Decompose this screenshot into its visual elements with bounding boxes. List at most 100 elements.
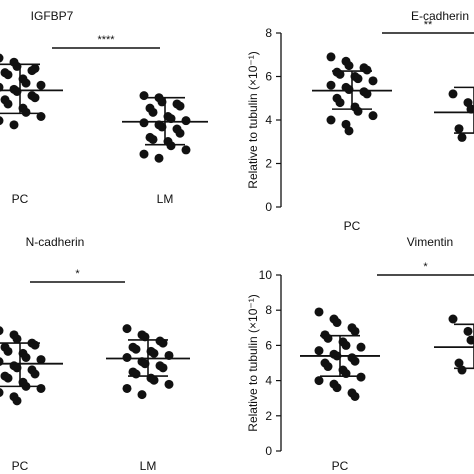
data-point — [122, 383, 132, 393]
chart-panel-igfbp7: IGFBP7 **** PC LM — [0, 9, 208, 206]
data-point — [0, 388, 4, 397]
data-point — [368, 76, 378, 86]
x-category-label: PC — [12, 192, 29, 206]
data-point — [454, 358, 464, 368]
data-point — [21, 107, 31, 117]
data-point — [36, 80, 46, 90]
data-point — [164, 379, 174, 389]
data-point — [466, 104, 474, 114]
panel-title: Vimentin — [407, 235, 453, 249]
data-point — [466, 335, 474, 345]
data-point — [21, 78, 31, 88]
data-point — [323, 362, 333, 372]
data-point — [3, 373, 13, 383]
y-tick-label: 8 — [265, 26, 272, 40]
x-category-label: PC — [12, 459, 29, 473]
data-point — [368, 111, 378, 121]
data-point — [0, 53, 4, 63]
data-point — [341, 340, 351, 350]
y-tick-label: 4 — [265, 113, 272, 127]
data-point — [139, 149, 149, 159]
data-point — [131, 344, 141, 354]
data-point — [139, 118, 149, 128]
data-point — [131, 369, 141, 379]
data-point — [30, 93, 40, 103]
significance-label: * — [423, 261, 428, 273]
data-point — [122, 324, 132, 334]
chart-panel-vimentin: Vimentin 0 2 4 6 8 10 Relative to tubulin (×10⁻… — [246, 235, 474, 473]
y-tick-label: 6 — [265, 70, 272, 84]
data-point — [139, 91, 149, 101]
significance-label: ** — [424, 19, 433, 31]
data-point — [448, 314, 458, 324]
data-point — [356, 372, 366, 382]
data-point — [175, 128, 185, 138]
data-point — [335, 98, 345, 108]
data-point — [3, 70, 13, 80]
data-point — [154, 153, 164, 163]
y-tick-label: 2 — [265, 157, 272, 171]
data-point — [137, 390, 147, 400]
data-point — [0, 357, 4, 367]
data-point — [158, 338, 168, 348]
data-point — [353, 74, 363, 84]
y-tick-label: 6 — [265, 338, 272, 352]
data-point — [158, 363, 168, 373]
y-tick-label: 0 — [265, 444, 272, 458]
data-point — [3, 99, 13, 109]
data-point — [457, 132, 467, 142]
data-point — [149, 348, 159, 358]
data-point — [181, 145, 191, 155]
data-point — [326, 52, 336, 62]
data-point — [314, 346, 324, 356]
data-point — [326, 115, 336, 125]
y-tick-label: 10 — [259, 268, 273, 282]
data-point — [9, 120, 19, 130]
panel-title: IGFBP7 — [31, 9, 74, 23]
data-point — [36, 355, 46, 365]
data-point — [30, 369, 40, 379]
data-point — [175, 101, 185, 111]
data-point — [332, 318, 342, 328]
data-point — [314, 307, 324, 317]
data-point — [457, 365, 467, 375]
panel-title: N-cadherin — [26, 235, 85, 249]
data-point — [448, 89, 458, 99]
data-point — [344, 126, 354, 136]
significance-label: * — [75, 268, 80, 280]
data-point — [362, 89, 372, 99]
y-axis-label: Relative to tubulin (×10⁻¹) — [246, 51, 260, 188]
significance-label: **** — [97, 34, 115, 46]
panel-title: E-cadherin — [411, 9, 469, 23]
data-point — [314, 376, 324, 386]
data-point — [332, 383, 342, 393]
data-point — [21, 353, 31, 362]
x-category-label: PC — [344, 219, 361, 233]
data-point — [350, 391, 360, 401]
data-point — [0, 116, 4, 126]
y-axis-label: Relative to tubulin (×10⁻¹) — [246, 294, 260, 431]
data-point — [166, 141, 176, 151]
data-point — [149, 375, 159, 385]
data-point — [326, 80, 336, 90]
data-point — [350, 356, 360, 366]
data-point — [148, 134, 158, 144]
y-tick-label: 4 — [265, 374, 272, 388]
x-category-label: LM — [157, 192, 174, 206]
data-point — [3, 346, 13, 356]
data-point — [30, 63, 40, 73]
data-point — [122, 353, 132, 362]
data-point — [140, 332, 150, 342]
chart-panel-e-cadherin: E-cadherin 0 2 4 6 8 Relative to tubulin (×10⁻… — [246, 9, 474, 233]
data-point — [181, 116, 191, 126]
data-point — [350, 326, 360, 336]
data-point — [454, 124, 464, 134]
data-point — [353, 106, 363, 116]
x-category-label: LM — [140, 459, 157, 473]
data-point — [12, 334, 22, 344]
data-point — [0, 82, 4, 92]
data-point — [36, 112, 46, 121]
data-point — [0, 326, 4, 336]
data-point — [463, 326, 473, 336]
